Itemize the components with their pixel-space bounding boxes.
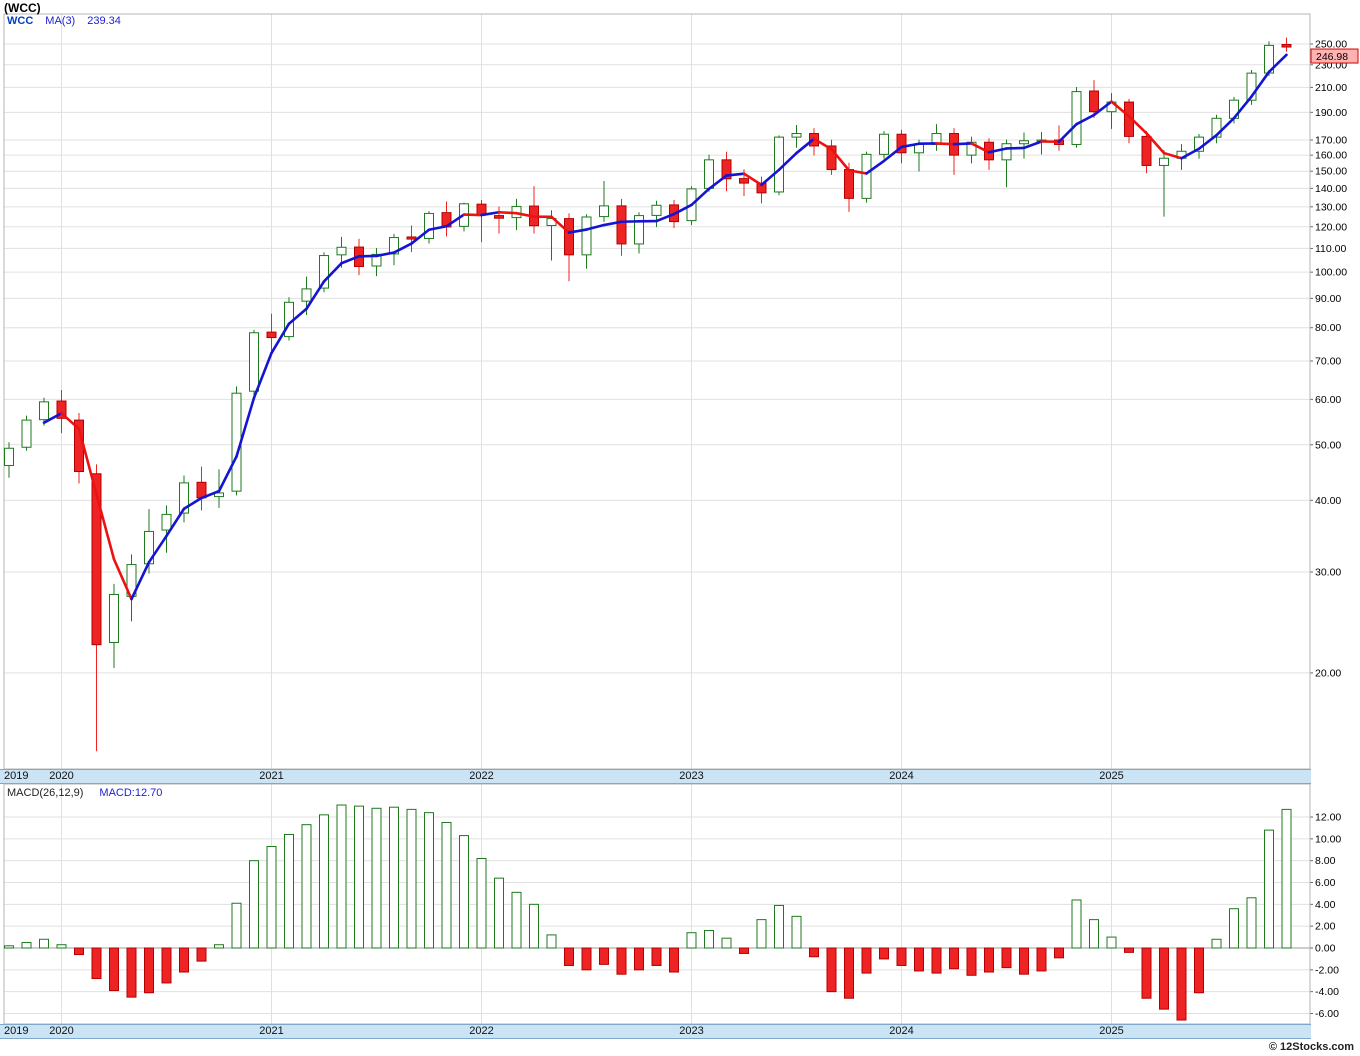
svg-text:60.00: 60.00 [1315,394,1341,406]
svg-text:-6.00: -6.00 [1315,1008,1339,1020]
macd-params-label: MACD(26,12,9) [7,787,84,799]
svg-text:150.00: 150.00 [1315,166,1347,178]
year-label: 2020 [49,770,74,782]
price-legend: WCC MA(3) 239.34 [7,15,121,27]
svg-text:4.00: 4.00 [1315,899,1336,911]
date-axis-strip-bottom: 2019 2020 2021 2022 2023 2024 2025 [0,1024,1311,1039]
svg-text:50.00: 50.00 [1315,439,1341,451]
svg-text:20.00: 20.00 [1315,667,1341,679]
svg-text:12.00: 12.00 [1315,812,1341,824]
candlesticks [4,37,1292,752]
page-title: (WCC) [4,1,41,15]
last-price-label: 246.98 [1310,48,1359,64]
svg-text:80.00: 80.00 [1315,322,1341,334]
year-label: 2025 [1099,1025,1124,1037]
svg-text:40.00: 40.00 [1315,495,1341,507]
year-label: 2019 [4,1025,29,1037]
svg-text:246.98: 246.98 [1316,51,1348,63]
watermark-12stocks: © 12Stocks.com [1268,1041,1354,1053]
svg-text:210.00: 210.00 [1315,82,1347,94]
svg-text:160.00: 160.00 [1315,150,1347,162]
year-label: 2024 [889,1025,914,1037]
svg-text:8.00: 8.00 [1315,855,1336,867]
svg-text:100.00: 100.00 [1315,267,1347,279]
ma-indicator-label: MA(3) [45,15,76,27]
year-label: 2019 [4,770,29,782]
svg-text:190.00: 190.00 [1315,107,1347,119]
svg-text:10.00: 10.00 [1315,833,1341,845]
year-label: 2021 [259,770,284,782]
year-label: 2022 [469,770,494,782]
svg-text:140.00: 140.00 [1315,183,1347,195]
date-axis-strip-top: 2019 2020 2021 2022 2023 2024 2025 [0,769,1311,784]
svg-text:130.00: 130.00 [1315,201,1347,213]
svg-text:70.00: 70.00 [1315,355,1341,367]
macd-histogram [4,804,1292,1021]
macd-current-value: MACD:12.70 [99,787,163,799]
ma-indicator-value: 239.34 [87,15,121,27]
year-label: 2024 [889,770,914,782]
year-label: 2023 [679,1025,704,1037]
svg-text:-2.00: -2.00 [1315,964,1339,976]
svg-text:170.00: 170.00 [1315,135,1347,147]
svg-text:-4.00: -4.00 [1315,986,1339,998]
macd-legend: MACD(26,12,9) MACD:12.70 [7,787,162,799]
svg-text:6.00: 6.00 [1315,877,1336,889]
svg-text:0.00: 0.00 [1315,943,1336,955]
year-label: 2020 [49,1025,74,1037]
svg-text:250.00: 250.00 [1315,39,1347,51]
year-label: 2025 [1099,770,1124,782]
symbol-label: WCC [7,15,34,27]
year-label: 2021 [259,1025,284,1037]
svg-text:120.00: 120.00 [1315,221,1347,233]
moving-average-line [42,53,1288,601]
svg-text:90.00: 90.00 [1315,293,1341,305]
svg-text:30.00: 30.00 [1315,566,1341,578]
year-label: 2023 [679,770,704,782]
year-label: 2022 [469,1025,494,1037]
svg-text:2.00: 2.00 [1315,921,1336,933]
svg-text:110.00: 110.00 [1315,243,1346,255]
